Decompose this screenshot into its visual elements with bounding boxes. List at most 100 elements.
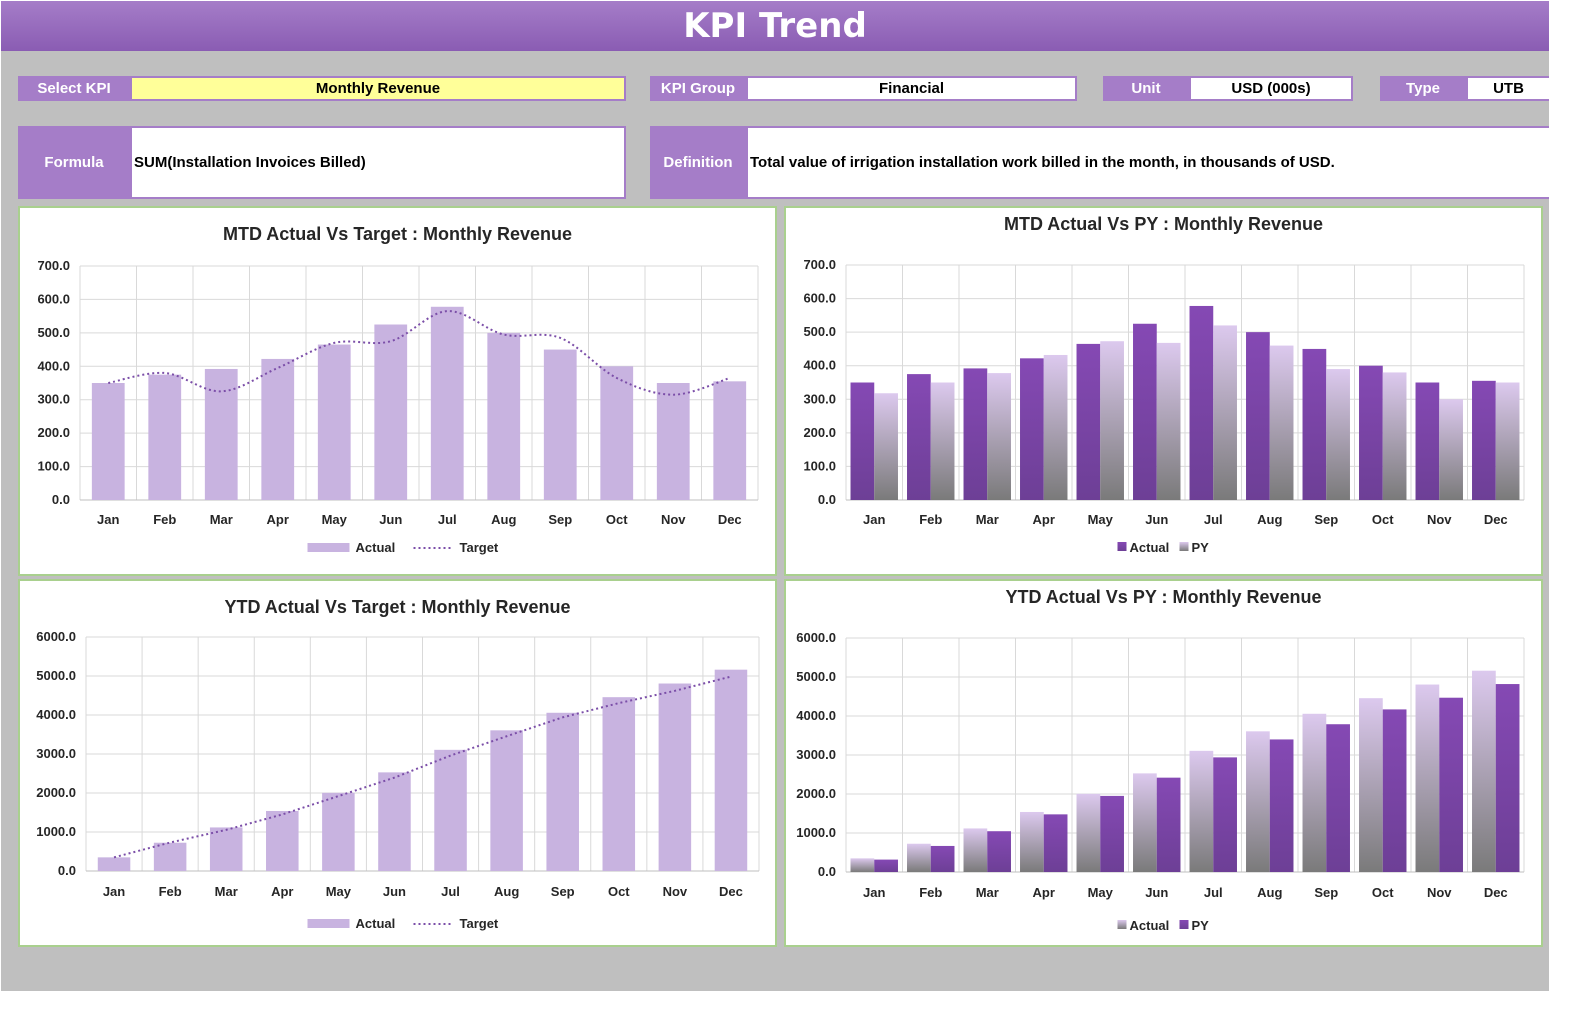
- bar-actual: [317, 344, 351, 500]
- chart-svg: 0.0 1000.0 2000.0 3000.0 4000.0 5000.0 6000.0 J…: [796, 630, 1525, 933]
- x-tick-label: Mar: [976, 512, 999, 527]
- mtd-actual-vs-target-panel: 0.0 100.0 200.0 300.0 400.0 500.0 600.0 700.0 Ja…: [18, 206, 777, 576]
- x-tick-label: Oct: [608, 884, 630, 899]
- y-tick-label: 3000.0: [36, 746, 76, 761]
- bar-py: [1439, 697, 1463, 872]
- kpi-group-value: Financial: [746, 76, 1077, 101]
- bar-actual: [1302, 348, 1327, 500]
- x-tick-label: Dec: [1484, 512, 1508, 527]
- bar-actual: [850, 858, 875, 872]
- bar-actual: [600, 366, 634, 500]
- target-line: [113, 675, 732, 859]
- bar-actual: [322, 792, 355, 871]
- x-tick-label: Apr: [1033, 885, 1055, 900]
- select-kpi-dropdown[interactable]: Monthly Revenue: [130, 76, 626, 101]
- x-tick-label: Oct: [1372, 885, 1394, 900]
- x-tick-label: Jan: [97, 512, 119, 527]
- bar-actual: [91, 383, 125, 500]
- legend-label: Target: [460, 540, 499, 555]
- y-tick-label: 5000.0: [796, 669, 836, 684]
- bar-actual: [1246, 731, 1270, 872]
- y-tick-label: 600.0: [37, 291, 70, 306]
- bar-actual: [546, 712, 579, 871]
- unit-value: USD (000s): [1189, 76, 1353, 101]
- bar-py: [1100, 795, 1124, 872]
- chart-title: MTD Actual Vs PY : Monthly Revenue: [1003, 214, 1324, 234]
- x-tick-label: Apr: [271, 884, 293, 899]
- y-tick-label: 400.0: [37, 358, 70, 373]
- gridlines: [845, 264, 1525, 501]
- ytd-actual-vs-py-panel: 0.0 1000.0 2000.0 3000.0 4000.0 5000.0 6000.0 J…: [784, 579, 1543, 947]
- bar-py: [1495, 382, 1520, 500]
- y-tick-label: 0.0: [52, 492, 70, 507]
- legend-label: Actual: [356, 540, 396, 555]
- x-tick-label: Oct: [1372, 512, 1394, 527]
- type-label: Type: [1380, 76, 1466, 101]
- bar-actual: [1359, 365, 1383, 500]
- x-tick-label: Jan: [103, 884, 125, 899]
- x-tick-label: Apr: [1033, 512, 1055, 527]
- target-line: [108, 310, 731, 396]
- y-tick-label: 4000.0: [796, 708, 836, 723]
- bar-actual: [490, 730, 523, 871]
- x-tick-label: Nov: [1427, 885, 1452, 900]
- gridlines: [79, 265, 759, 501]
- bar-py: [1382, 372, 1407, 500]
- x-tick-label: Mar: [976, 885, 999, 900]
- bar-actual: [1076, 343, 1101, 500]
- bar-actual: [266, 810, 299, 871]
- chart-svg: 0.0 1000.0 2000.0 3000.0 4000.0 5000.0 6000.0 J…: [36, 629, 760, 931]
- bar-actual: [602, 697, 636, 871]
- y-tick-label: 4000.0: [36, 707, 76, 722]
- x-tick-label: Jul: [1204, 512, 1223, 527]
- legend-swatch-actual: [1117, 542, 1127, 551]
- y-tick-label: 1000.0: [796, 825, 836, 840]
- bar-py: [1326, 724, 1350, 872]
- bar-actual: [1189, 305, 1214, 500]
- bar-actual: [850, 382, 875, 500]
- bar-actual: [1472, 380, 1496, 500]
- x-tick-label: Sep: [1314, 512, 1338, 527]
- bar-actual: [1302, 713, 1327, 872]
- select-kpi-label: Select KPI: [18, 76, 130, 101]
- bar-py: [874, 859, 898, 872]
- legend-label: Actual: [1130, 918, 1170, 933]
- page-title: KPI Trend: [683, 6, 867, 46]
- x-tick-label: Jul: [438, 512, 457, 527]
- bar-actual: [1020, 358, 1044, 500]
- legend-swatch-actual: [307, 919, 350, 928]
- y-tick-label: 100.0: [37, 459, 70, 474]
- x-tick-label: Jun: [1145, 512, 1168, 527]
- x-tick-label: Sep: [551, 884, 575, 899]
- y-tick-label: 300.0: [803, 391, 836, 406]
- chart-title: YTD Actual Vs Target : Monthly Revenue: [224, 597, 571, 617]
- dashboard-frame: KPI Trend Select KPI Monthly Revenue KPI…: [1, 1, 1549, 991]
- x-tick-label: May: [1088, 512, 1114, 527]
- y-tick-label: 300.0: [37, 392, 70, 407]
- legend-swatch-py: [1179, 920, 1189, 929]
- y-tick-label: 6000.0: [36, 629, 76, 644]
- x-tick-label: Oct: [606, 512, 628, 527]
- y-tick-label: 500.0: [803, 324, 836, 339]
- bar-actual: [1020, 811, 1044, 872]
- bar-py: [1495, 684, 1520, 872]
- y-tick-label: 700.0: [803, 257, 836, 272]
- bar-py: [1213, 757, 1237, 872]
- x-tick-label: May: [1088, 885, 1114, 900]
- x-tick-label: Nov: [1427, 512, 1452, 527]
- x-tick-label: Feb: [919, 885, 942, 900]
- y-tick-label: 200.0: [803, 425, 836, 440]
- kpi-group-label: KPI Group: [650, 76, 746, 101]
- x-tick-label: Jan: [863, 885, 885, 900]
- bar-actual: [153, 842, 187, 871]
- x-tick-label: Mar: [215, 884, 238, 899]
- bar-py: [1439, 399, 1463, 500]
- x-tick-label: Aug: [1257, 885, 1282, 900]
- gridlines: [85, 636, 760, 872]
- chart-svg: 0.0 100.0 200.0 300.0 400.0 500.0 600.0 700.0 Ja…: [37, 258, 759, 555]
- y-tick-label: 500.0: [37, 325, 70, 340]
- ytd-actual-vs-target-panel: 0.0 1000.0 2000.0 3000.0 4000.0 5000.0 6000.0 J…: [18, 579, 777, 947]
- chart-title: YTD Actual Vs PY : Monthly Revenue: [1005, 587, 1322, 607]
- formula-value: SUM(Installation Invoices Billed): [130, 126, 626, 199]
- bar-actual: [1133, 323, 1157, 500]
